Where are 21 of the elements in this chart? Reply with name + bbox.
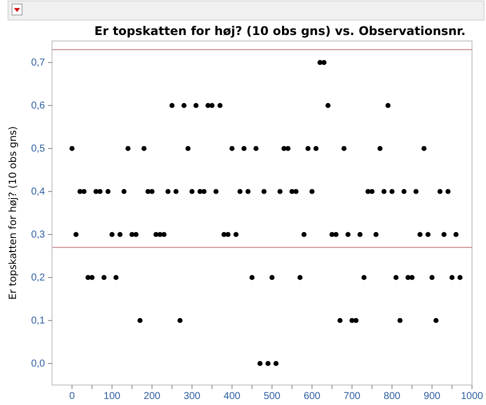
chart-title: Er topskatten for høj? (10 obs gns) vs. Observationsnr. xyxy=(94,24,466,38)
y-tick-label: 0,0 xyxy=(31,358,46,370)
y-axis-title: Er topskatten for høj? (10 obs gns) xyxy=(8,126,19,300)
x-tick-label: 800 xyxy=(384,391,401,402)
x-tick-label: 0 xyxy=(69,391,76,402)
y-tick-label: 0,4 xyxy=(31,186,46,198)
x-tick-label: 700 xyxy=(344,391,361,402)
x-tick-label: 600 xyxy=(304,391,321,402)
x-tick-label: 100 xyxy=(104,391,121,402)
x-tick-label: 300 xyxy=(184,391,201,402)
x-tick-label: 400 xyxy=(224,391,241,402)
y-tick-label: 0,6 xyxy=(31,100,46,112)
x-tick-label: 900 xyxy=(424,391,441,402)
x-tick-label: 200 xyxy=(144,391,161,402)
x-tick-label: 1000 xyxy=(460,391,484,402)
y-tick-label: 0,1 xyxy=(31,316,46,327)
y-tick-label: 0,7 xyxy=(31,58,46,69)
y-tick-label: 0,3 xyxy=(31,230,46,241)
y-tick-label: 0,5 xyxy=(31,144,46,155)
x-tick-label: 500 xyxy=(264,391,281,402)
y-tick-label: 0,2 xyxy=(31,272,46,284)
